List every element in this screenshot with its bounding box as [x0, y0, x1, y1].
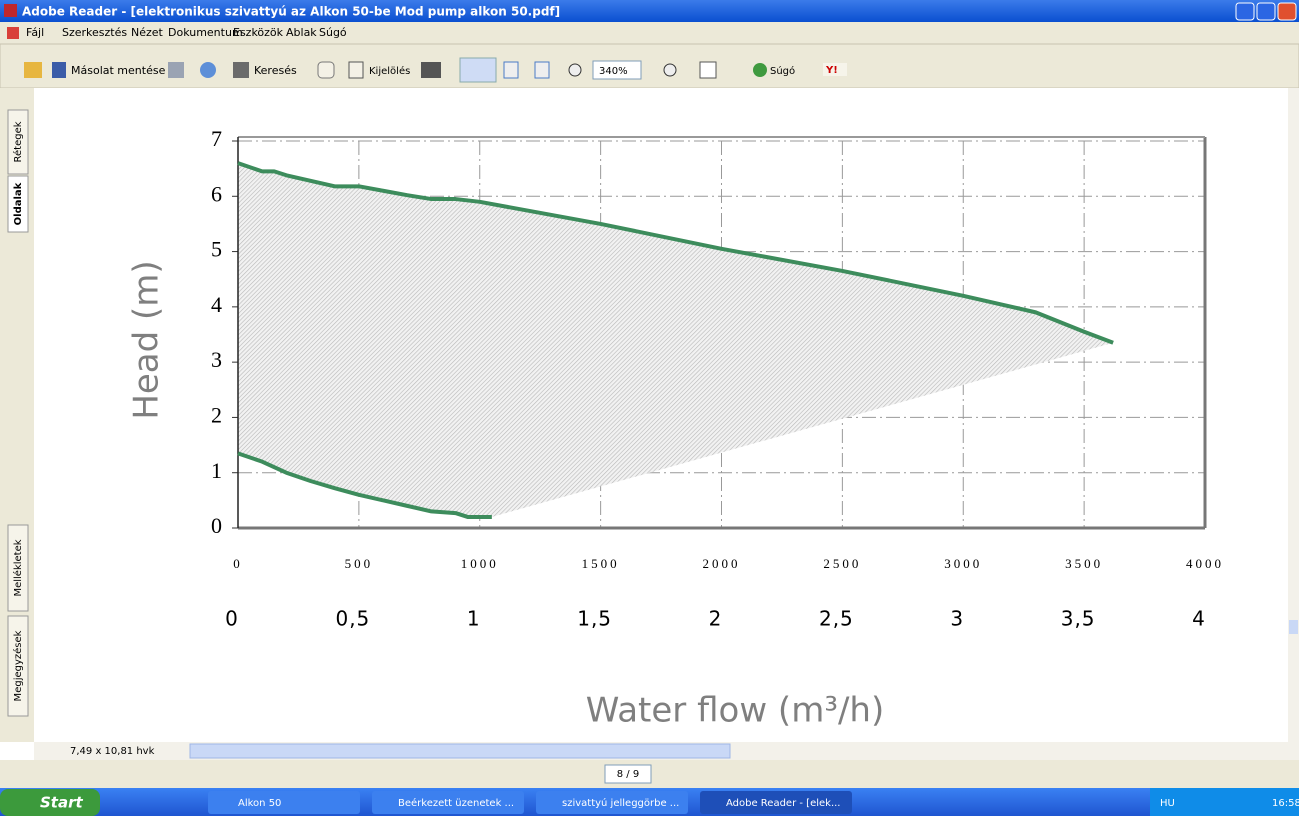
x-tick-label: 3500	[1065, 556, 1103, 571]
x-axis-title: Water flow (m³/h)	[586, 691, 884, 731]
side-tab-label[interactable]: Rétegek	[12, 121, 24, 162]
y-tick-label: 1	[211, 458, 222, 483]
x-tick-label: 1000	[461, 556, 499, 571]
search-label[interactable]: Keresés	[254, 64, 297, 77]
y-tick-label: 0	[211, 513, 222, 538]
fit-width[interactable]	[535, 62, 549, 78]
zoom-tool[interactable]	[460, 58, 496, 82]
scroll-thumb[interactable]	[190, 744, 730, 758]
menu-item[interactable]: Dokumentum	[168, 26, 243, 39]
zoom-value[interactable]: 340%	[599, 66, 628, 77]
vertical-scrollbar[interactable]	[1288, 88, 1299, 742]
page: Adobe Reader - [elektronikus szivattyú a…	[0, 0, 1299, 816]
snapshot-tool[interactable]	[421, 62, 441, 78]
y-tick-label: 5	[211, 237, 222, 262]
menu-item[interactable]: Nézet	[131, 26, 164, 39]
print-button[interactable]	[168, 62, 184, 78]
side-tab-label[interactable]: Megjegyzések	[12, 630, 24, 701]
task-label[interactable]: Beérkezett üzenetek ...	[398, 797, 514, 809]
close-button[interactable]	[1278, 3, 1296, 20]
page-size: 7,49 x 10,81 hvk	[70, 746, 155, 757]
pages-tool[interactable]	[700, 62, 716, 78]
x2-tick-label: 2	[709, 607, 723, 631]
x2-tick-label: 1,5	[577, 607, 612, 631]
menu-item[interactable]: Ablak	[286, 26, 317, 39]
side-tab-label[interactable]: Oldalak	[13, 182, 24, 225]
clock: 16:58	[1272, 798, 1299, 809]
fit-page[interactable]	[504, 62, 518, 78]
x2-tick-label: 0,5	[335, 607, 370, 631]
x2-tick-label: 1	[467, 607, 481, 631]
app-icon	[4, 4, 17, 17]
y-tick-label: 7	[211, 126, 222, 151]
save-button[interactable]	[52, 62, 66, 78]
task-button[interactable]	[208, 791, 360, 814]
x-tick-label: 0	[233, 556, 243, 571]
x-tick-label: 4000	[1186, 556, 1224, 571]
x-tick-label: 2000	[703, 556, 741, 571]
task-label[interactable]: Adobe Reader - [elek...	[726, 798, 840, 809]
menu-item[interactable]: Fájl	[26, 26, 44, 39]
task-label[interactable]: Alkon 50	[238, 798, 281, 809]
x-tick-label: 3000	[944, 556, 982, 571]
zoom-in[interactable]	[664, 64, 676, 76]
scroll-thumb[interactable]	[1289, 620, 1298, 634]
menu-item[interactable]: Eszközök	[233, 26, 284, 39]
y-tick-label: 4	[211, 292, 222, 317]
maximize-button[interactable]	[1257, 3, 1275, 20]
doc-icon	[7, 27, 19, 39]
page-indicator[interactable]: 8 / 9	[617, 769, 639, 780]
x2-tick-label: 4	[1192, 607, 1206, 631]
minimize-button[interactable]	[1236, 3, 1254, 20]
y-tick-label: 2	[211, 402, 222, 427]
help-icon[interactable]	[753, 63, 767, 77]
task-label[interactable]: szivattyú jelleggörbe ...	[562, 797, 679, 809]
y-tick-label: 3	[211, 347, 222, 372]
x2-tick-label: 3,5	[1061, 607, 1096, 631]
menu-item[interactable]: Szerkesztés	[62, 26, 127, 39]
y-tick-label: 6	[211, 181, 222, 206]
x2-tick-label: 3	[950, 607, 964, 631]
menu-item[interactable]: Súgó	[319, 26, 347, 39]
select-tool[interactable]	[349, 62, 363, 78]
screen: Adobe Reader - [elektronikus szivattyú a…	[0, 0, 1299, 816]
select-label[interactable]: Kijelölés	[369, 65, 410, 77]
start-label[interactable]: Start	[40, 794, 83, 812]
side-tab-label[interactable]: Mellékletek	[12, 539, 24, 596]
y-axis-title: Head (m)	[127, 260, 167, 419]
window-title: Adobe Reader - [elektronikus szivattyú a…	[22, 5, 560, 19]
yahoo-logo[interactable]: Y!	[825, 65, 838, 76]
x2-tick-label: 0	[225, 607, 239, 631]
help-label[interactable]: Súgó	[770, 65, 795, 77]
hand-tool[interactable]	[318, 62, 334, 78]
x-tick-label: 1500	[582, 556, 620, 571]
x-tick-label: 500	[345, 556, 374, 571]
x2-tick-label: 2,5	[819, 607, 854, 631]
zoom-out[interactable]	[569, 64, 581, 76]
save-copy-label[interactable]: Másolat mentése	[71, 64, 166, 77]
open-button[interactable]	[24, 62, 42, 78]
x-tick-label: 2500	[823, 556, 861, 571]
toolbar	[0, 44, 1299, 88]
email-button[interactable]	[200, 62, 216, 78]
search-icon[interactable]	[233, 62, 249, 78]
language[interactable]: HU	[1160, 798, 1175, 809]
